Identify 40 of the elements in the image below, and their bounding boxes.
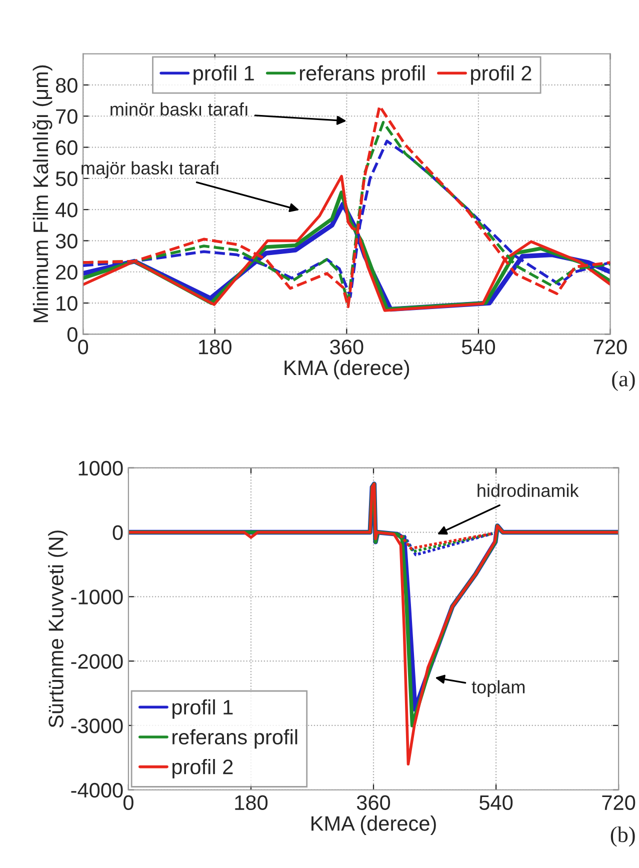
x-tick-label: 180 xyxy=(199,340,232,354)
y-axis-title: Minimum Film Kalınlığı (μm) xyxy=(32,65,52,322)
y-tick-label: -3000 xyxy=(71,718,123,734)
x-tick-label: 540 xyxy=(479,795,513,810)
y-tick-label: 30 xyxy=(56,234,78,248)
annotation: toplam xyxy=(472,680,525,698)
annotation: hidrodinamik xyxy=(478,484,579,498)
y-axis-title: Sürtünme Kuvveti (N) xyxy=(48,530,68,728)
y-tick-label: 50 xyxy=(56,171,78,186)
legend-label: referans profil xyxy=(172,729,298,749)
y-tick-label: 0 xyxy=(67,327,78,342)
y-tick-label: 60 xyxy=(56,140,78,156)
legend-label: profil 1 xyxy=(172,699,233,719)
legend-label: profil 1 xyxy=(194,65,254,85)
y-tick-label: -2000 xyxy=(71,654,123,669)
x-tick-label: 720 xyxy=(602,795,636,810)
y-tick-label: 40 xyxy=(56,202,78,218)
y-tick-label: -4000 xyxy=(71,782,123,798)
legend-label: referans profil xyxy=(300,65,425,85)
y-tick-label: 10 xyxy=(56,296,78,311)
x-axis-title: KMA (derece) xyxy=(284,360,410,380)
x-tick-label: 180 xyxy=(235,795,268,810)
x-tick-label: 360 xyxy=(330,340,364,354)
y-tick-label: 80 xyxy=(56,78,78,93)
x-tick-label: 720 xyxy=(594,340,627,354)
x-tick-label: 0 xyxy=(123,795,134,810)
y-tick-label: 70 xyxy=(56,109,78,124)
y-tick-label: 0 xyxy=(112,525,123,540)
x-tick-label: 360 xyxy=(356,795,390,810)
legend-label: profil 2 xyxy=(172,759,233,778)
y-tick-label: -1000 xyxy=(71,590,123,604)
text: (b) xyxy=(610,826,635,847)
annotation: minör baskı tarafı xyxy=(110,102,248,116)
text: (a) xyxy=(612,370,635,391)
legend-label: profil 2 xyxy=(471,65,532,85)
y-tick-label: 1000 xyxy=(78,460,123,476)
y-tick-label: 20 xyxy=(56,264,78,280)
x-tick-label: 540 xyxy=(462,340,496,354)
annotation: majör baskı tarafı xyxy=(82,161,218,178)
x-axis-title: KMA (derece) xyxy=(312,816,436,835)
